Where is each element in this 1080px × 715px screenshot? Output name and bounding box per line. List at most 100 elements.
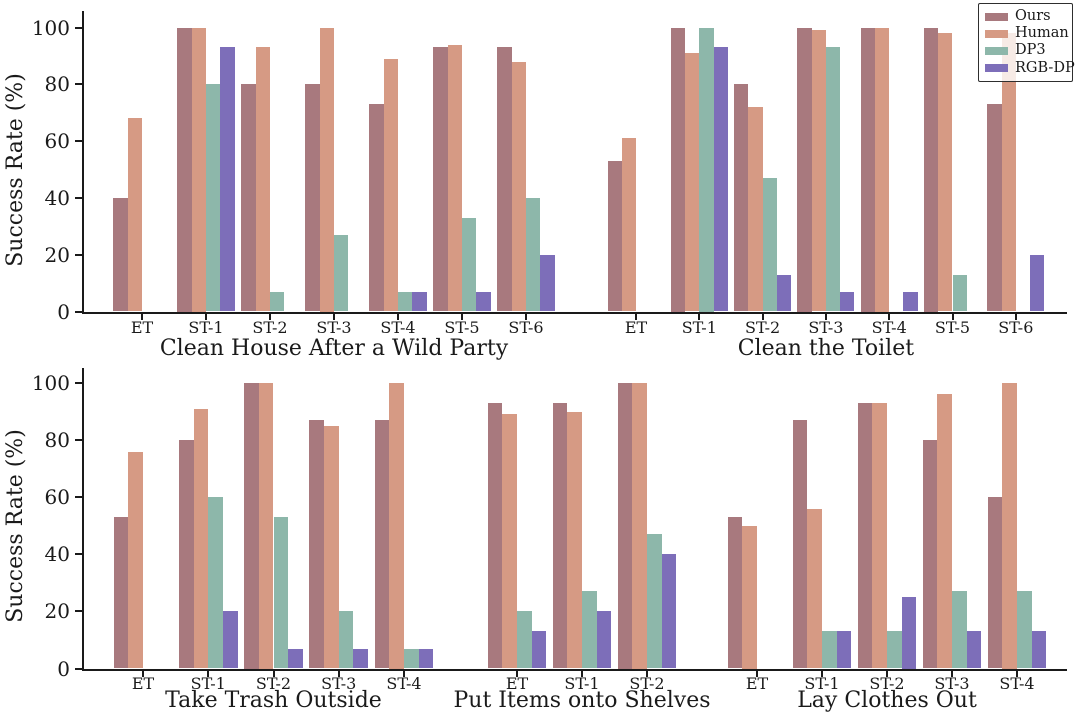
bar-human: [255, 47, 270, 312]
bar-dp3: [762, 178, 777, 312]
x-tick-mark: [821, 670, 823, 677]
y-tick-mark: [75, 496, 82, 499]
bar-rgb-dp: [966, 631, 982, 669]
bar-rgb-dp: [418, 648, 434, 669]
legend-entry: DP3: [985, 42, 1070, 59]
bar-rgb-dp: [220, 47, 235, 312]
bar-ours: [113, 517, 129, 669]
bar-dp3: [822, 631, 837, 669]
category-label: ET: [130, 318, 154, 337]
x-tick-mark: [951, 313, 954, 320]
group-title: Put Items onto Shelves: [453, 688, 711, 713]
bar-ours: [487, 402, 503, 669]
bar-ours: [797, 27, 812, 312]
category-label: ST-5: [444, 318, 480, 337]
category-label: ST-4: [386, 674, 422, 693]
bar-dp3: [462, 217, 477, 312]
category-label: ST-4: [999, 674, 1035, 693]
bar-ours: [497, 47, 512, 312]
bar-human: [1001, 33, 1016, 312]
y-tick-label: 100: [31, 371, 70, 395]
y-tick-label: 20: [44, 242, 70, 267]
bar-rgb-dp: [288, 648, 303, 669]
x-tick-mark: [824, 313, 827, 320]
y-tick-label: 0: [57, 299, 70, 324]
bar-ours: [670, 27, 686, 312]
category-label: ST-2: [252, 318, 288, 337]
category-label: ST-2: [869, 674, 905, 693]
category-label: ST-1: [804, 674, 840, 693]
x-tick-mark: [269, 313, 271, 320]
category-label: ST-5: [934, 318, 971, 337]
bar-ours: [178, 440, 194, 669]
bar-rgb-dp: [1030, 254, 1045, 312]
y-tick-mark: [75, 439, 82, 442]
legend-entry: Human: [985, 25, 1070, 42]
bar-ours: [924, 27, 939, 312]
bar-human: [383, 58, 398, 312]
bar-dp3: [825, 47, 841, 312]
bar-human: [567, 411, 582, 669]
bar-ours: [727, 517, 743, 669]
y-tick-label: 20: [44, 599, 70, 624]
y-tick-mark: [75, 26, 82, 29]
y-tick-label: 60: [44, 129, 70, 154]
y-tick-mark: [75, 253, 82, 256]
group-title: Clean the Toilet: [737, 336, 915, 361]
group-title: Clean House After a Wild Party: [159, 336, 509, 361]
category-label: ST-3: [321, 674, 357, 693]
x-axis-line: [82, 668, 1067, 671]
bar-human: [938, 33, 953, 312]
bar-dp3: [952, 591, 967, 669]
x-axis-line: [82, 311, 1067, 314]
bar-ours: [369, 104, 384, 312]
category-label: ST-1: [190, 674, 226, 693]
category-label: ST-3: [316, 318, 352, 337]
x-tick-mark: [205, 313, 207, 320]
bar-dp3: [952, 274, 967, 312]
x-tick-mark: [951, 670, 953, 677]
x-tick-mark: [1016, 670, 1018, 677]
bar-human: [128, 451, 143, 669]
y-tick-mark: [75, 140, 82, 143]
bar-dp3: [526, 197, 541, 312]
bar-human: [811, 30, 826, 312]
bar-human: [127, 118, 142, 312]
x-tick-mark: [337, 670, 340, 677]
x-tick-mark: [525, 313, 527, 320]
bar-dp3: [699, 27, 714, 312]
legend-entry: RGB-DP: [985, 60, 1075, 77]
x-tick-mark: [581, 670, 583, 677]
y-tick-label: 80: [44, 428, 70, 453]
bar-human: [319, 27, 334, 312]
category-label: ST-2: [629, 674, 665, 693]
bar-ours: [860, 27, 875, 312]
bar-dp3: [647, 534, 662, 669]
y-tick-mark: [75, 382, 82, 384]
bar-ours: [792, 420, 808, 669]
bar-human: [191, 27, 206, 312]
category-label: ST-6: [998, 318, 1034, 337]
y-tick-label: 40: [44, 185, 70, 210]
bar-rgb-dp: [661, 554, 677, 669]
bar-ours: [305, 84, 320, 312]
bar-rgb-dp: [901, 597, 917, 669]
y-axis-label: Success Rate (%): [3, 429, 28, 623]
y-axis-spine: [82, 368, 84, 671]
bar-dp3: [1017, 591, 1032, 669]
legend: Ours Human DP3 RGB-DP: [978, 3, 1075, 82]
bar-human: [874, 27, 890, 312]
category-label: ST-3: [808, 318, 844, 337]
y-tick-mark: [75, 310, 82, 313]
bar-rgb-dp: [1031, 631, 1047, 669]
bar-rgb-dp: [412, 291, 427, 312]
x-tick-mark: [272, 670, 275, 677]
x-tick-mark: [397, 313, 399, 320]
group-title: Lay Clothes Out: [797, 688, 977, 713]
category-label: ET: [624, 318, 648, 337]
bar-rgb-dp: [540, 254, 555, 312]
bar-ours: [113, 197, 128, 312]
y-axis-label: Success Rate (%): [3, 73, 28, 267]
category-label: ET: [505, 674, 529, 693]
